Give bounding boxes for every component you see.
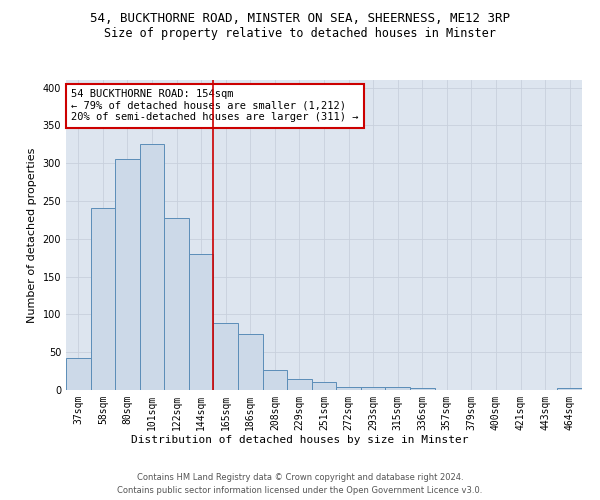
Bar bbox=[140, 144, 164, 390]
Text: 54, BUCKTHORNE ROAD, MINSTER ON SEA, SHEERNESS, ME12 3RP: 54, BUCKTHORNE ROAD, MINSTER ON SEA, SHE… bbox=[90, 12, 510, 26]
Bar bbox=[557, 388, 582, 390]
Text: Size of property relative to detached houses in Minster: Size of property relative to detached ho… bbox=[104, 28, 496, 40]
Text: Distribution of detached houses by size in Minster: Distribution of detached houses by size … bbox=[131, 435, 469, 445]
Bar bbox=[115, 160, 140, 390]
Bar bbox=[164, 218, 189, 390]
Bar bbox=[410, 388, 434, 390]
Bar bbox=[336, 387, 361, 390]
Bar bbox=[91, 208, 115, 390]
Bar bbox=[312, 382, 336, 390]
Bar bbox=[66, 358, 91, 390]
Bar bbox=[263, 370, 287, 390]
Bar bbox=[214, 324, 238, 390]
Bar bbox=[189, 254, 214, 390]
Text: Contains public sector information licensed under the Open Government Licence v3: Contains public sector information licen… bbox=[118, 486, 482, 495]
Bar bbox=[385, 387, 410, 390]
Text: 54 BUCKTHORNE ROAD: 154sqm
← 79% of detached houses are smaller (1,212)
20% of s: 54 BUCKTHORNE ROAD: 154sqm ← 79% of deta… bbox=[71, 90, 359, 122]
Bar bbox=[238, 334, 263, 390]
Bar bbox=[287, 378, 312, 390]
Bar bbox=[361, 387, 385, 390]
Text: Contains HM Land Registry data © Crown copyright and database right 2024.: Contains HM Land Registry data © Crown c… bbox=[137, 472, 463, 482]
Y-axis label: Number of detached properties: Number of detached properties bbox=[27, 148, 37, 322]
